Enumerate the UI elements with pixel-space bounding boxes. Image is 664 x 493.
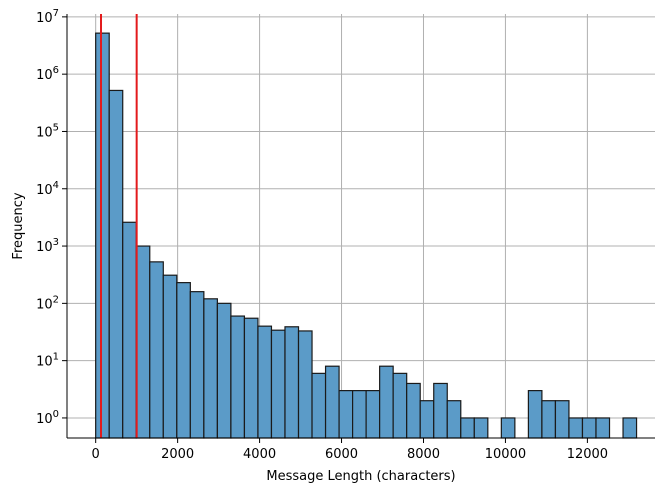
reference-lines: [100, 14, 138, 438]
histogram-bars: [95, 32, 638, 439]
histogram-bar: [392, 372, 408, 439]
y-axis-ticks: 100 101 102 103 104 105 106 107: [36, 8, 67, 427]
x-axis-title: Message Length (characters): [266, 469, 455, 484]
grid-lines: [67, 14, 655, 438]
histogram-bar: [622, 417, 638, 439]
y-axis-title: Frequency: [11, 192, 26, 259]
y-tick-label: 103: [36, 237, 59, 255]
histogram-bar: [446, 400, 462, 439]
x-tick-label: 12000: [567, 447, 608, 462]
histogram-bar: [311, 372, 327, 439]
histogram-bar: [541, 400, 557, 439]
histogram-bar: [595, 417, 611, 439]
histogram-bar: [95, 32, 110, 439]
histogram-bar: [216, 302, 232, 439]
x-tick-label: 10000: [485, 447, 526, 462]
histogram-bar: [406, 382, 421, 439]
histogram-bar: [554, 400, 570, 439]
histogram-bar: [162, 274, 178, 439]
y-tick-label: 104: [36, 180, 59, 198]
histogram-bar: [297, 330, 313, 439]
histogram-bar: [203, 298, 218, 439]
y-tick-label: 107: [36, 8, 59, 26]
histogram-bar: [189, 291, 205, 439]
y-tick-label: 106: [36, 65, 59, 83]
y-tick-label: 102: [36, 294, 59, 312]
histogram-bar: [284, 326, 300, 439]
x-tick-label: 2000: [161, 447, 194, 462]
x-tick-label: 6000: [325, 447, 358, 462]
x-tick-label: 8000: [407, 447, 440, 462]
histogram-bar: [149, 261, 164, 439]
histogram-bar: [527, 390, 543, 439]
y-tick-label: 105: [36, 122, 59, 140]
histogram-bar: [460, 417, 475, 439]
histogram-bar: [433, 382, 448, 439]
histogram-bar: [324, 365, 340, 439]
histogram-bar: [270, 329, 286, 439]
y-tick-label: 100: [36, 409, 59, 427]
histogram-bar: [230, 315, 246, 439]
histogram-bar: [352, 390, 367, 439]
histogram-bar: [176, 282, 191, 439]
histogram-bar: [108, 89, 124, 439]
histogram-bar: [581, 417, 597, 439]
histogram-bar: [338, 390, 354, 439]
histogram-bar: [257, 325, 273, 439]
y-tick-label: 101: [36, 352, 59, 370]
histogram-bar: [379, 365, 394, 439]
histogram-bar: [243, 317, 259, 439]
x-tick-label: 0: [92, 447, 100, 462]
histogram-bar: [473, 417, 489, 439]
axis-spines: [66, 14, 655, 439]
histogram-bar: [365, 390, 381, 439]
histogram-bar: [568, 417, 584, 439]
histogram-bar: [135, 245, 151, 439]
x-tick-label: 4000: [243, 447, 276, 462]
x-axis-ticks: 0 2000 4000 6000 8000 10000 12000: [92, 438, 608, 462]
histogram-bar: [419, 400, 435, 439]
histogram-bar: [500, 417, 516, 439]
histogram-bar: [122, 221, 137, 439]
